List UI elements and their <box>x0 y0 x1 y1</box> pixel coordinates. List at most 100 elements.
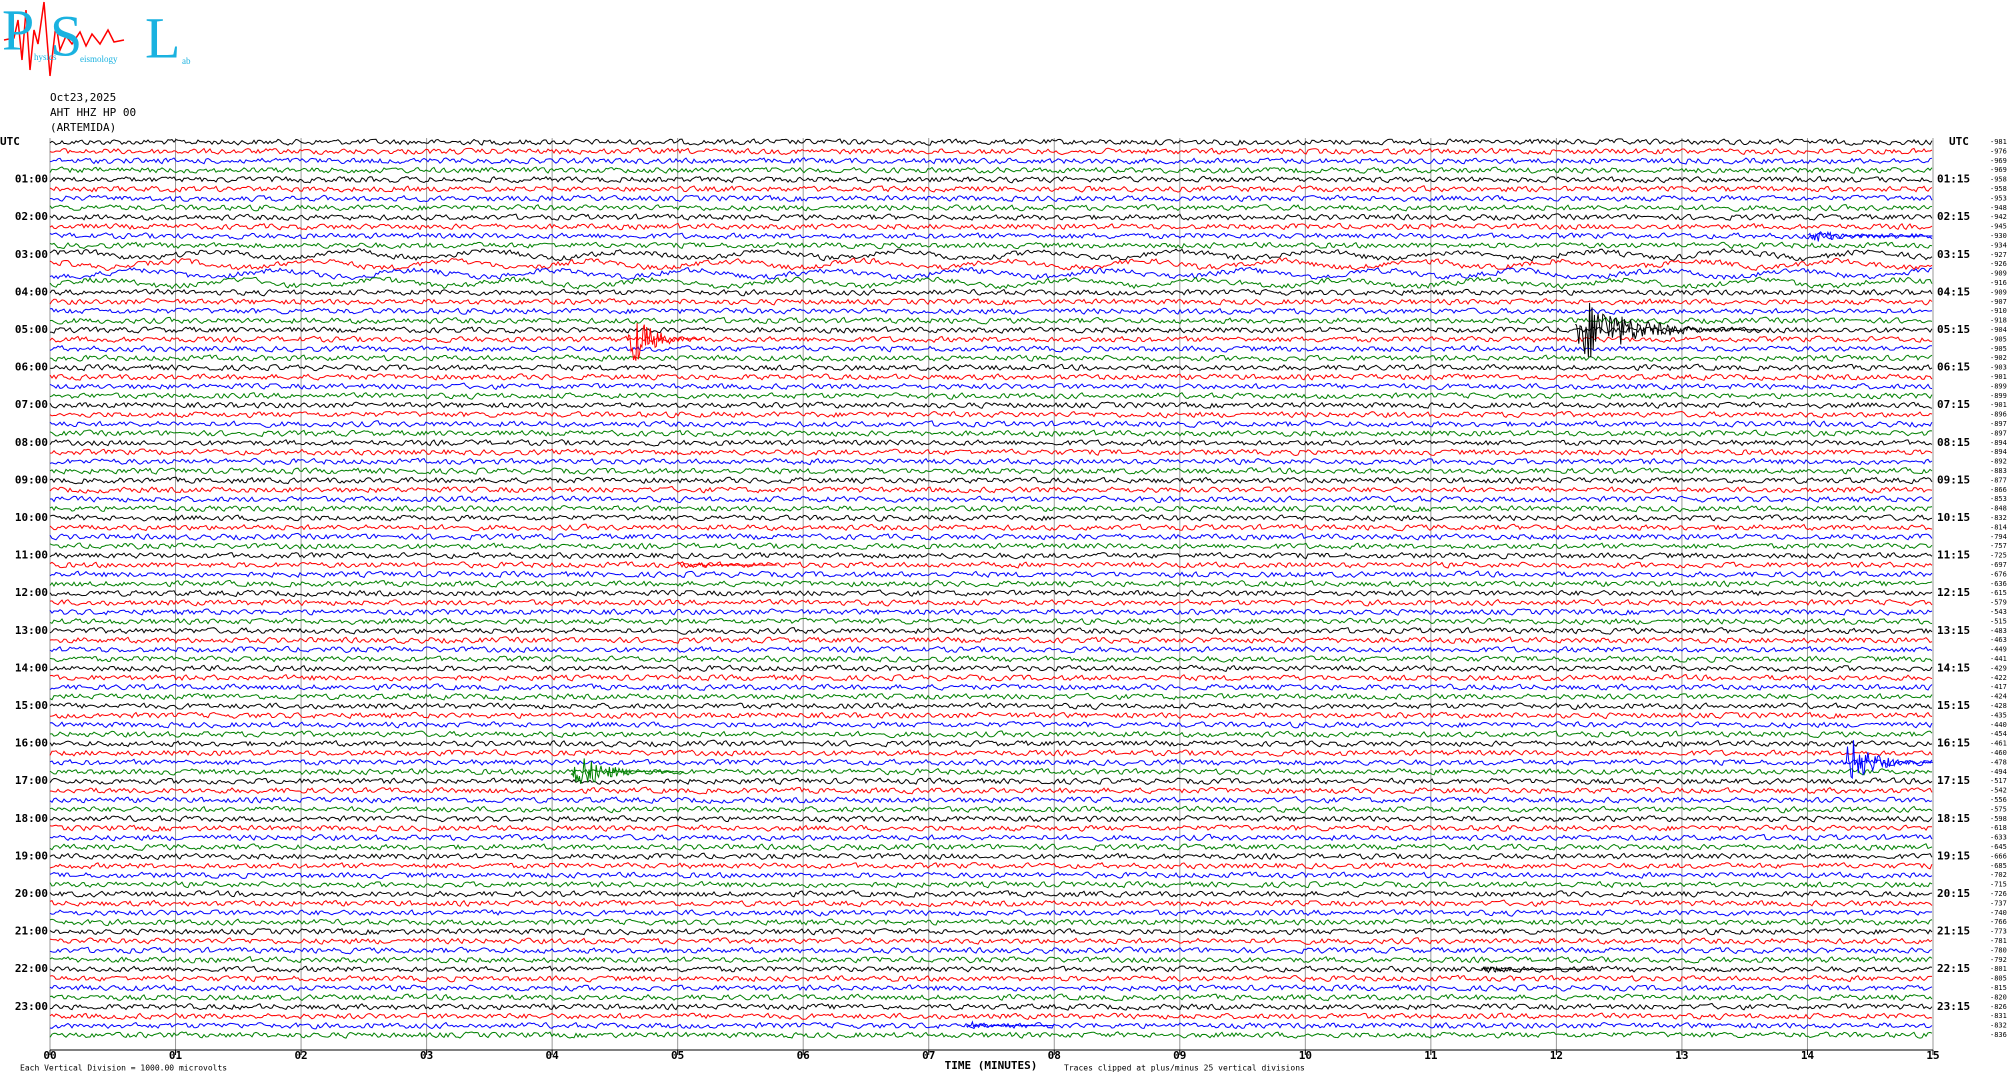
trace-value: -927 <box>1990 251 2007 259</box>
trace-value: -899 <box>1990 392 2007 400</box>
trace-value: -815 <box>1990 984 2007 992</box>
trace-value: -934 <box>1990 241 2007 249</box>
trace <box>49 786 1933 795</box>
left-hour-label: 15:00 <box>15 699 48 712</box>
trace <box>49 1021 1933 1030</box>
trace <box>49 166 1933 174</box>
trace <box>49 796 1933 804</box>
trace <box>49 298 1933 306</box>
trace-value: -773 <box>1990 928 2007 936</box>
left-hour-label: 07:00 <box>15 398 48 411</box>
date: Oct23,2025 <box>50 91 116 104</box>
left-hour-label: 16:00 <box>15 737 48 750</box>
trace <box>49 257 1933 272</box>
trace <box>49 655 1933 663</box>
trace <box>49 213 1933 222</box>
trace-value: -615 <box>1990 589 2007 597</box>
trace <box>49 843 1933 851</box>
trace-value: -896 <box>1990 411 2007 419</box>
x-tick-label: 12 <box>1550 1049 1563 1062</box>
trace-value: -454 <box>1990 730 2007 738</box>
right-hour-label: 06:15 <box>1937 361 1970 374</box>
trace <box>49 561 1933 569</box>
x-tick-label: 00 <box>43 1049 56 1062</box>
trace <box>49 175 1933 184</box>
left-hour-label: 22:00 <box>15 962 48 975</box>
left-axis-title: UTC <box>0 135 20 148</box>
x-tick-label: 14 <box>1801 1049 1815 1062</box>
right-hour-label: 07:15 <box>1937 398 1970 411</box>
logo: P S L hysics eismology ab <box>2 0 191 77</box>
trace-value: -909 <box>1990 288 2007 296</box>
trace <box>49 918 1933 927</box>
trace <box>49 222 1933 231</box>
event <box>677 561 778 569</box>
right-hour-label: 02:15 <box>1937 210 1970 223</box>
right-hour-label: 05:15 <box>1937 323 1970 336</box>
event <box>1575 302 1763 358</box>
trace <box>49 579 1933 588</box>
trace-value: -820 <box>1990 993 2007 1001</box>
trace-value: -781 <box>1990 937 2007 945</box>
left-hour-label: 05:00 <box>15 323 48 336</box>
trace <box>49 276 1933 290</box>
left-hour-label: 18:00 <box>15 812 48 825</box>
trace <box>49 721 1933 729</box>
trace <box>49 439 1933 447</box>
left-hour-label: 14:00 <box>15 661 48 674</box>
left-hour-label: 12:00 <box>15 586 48 599</box>
trace-value: -948 <box>1990 204 2007 212</box>
left-hour-label: 06:00 <box>15 361 48 374</box>
trace-value: -981 <box>1990 138 2007 146</box>
left-hour-label: 09:00 <box>15 473 48 486</box>
trace <box>49 316 1933 325</box>
trace-value: -428 <box>1990 702 2007 710</box>
x-tick-label: 02 <box>294 1049 307 1062</box>
left-hour-label: 10:00 <box>15 511 48 524</box>
trace-value: -953 <box>1990 194 2007 202</box>
trace-value: -780 <box>1990 946 2007 954</box>
trace <box>49 711 1933 720</box>
trace-value: -794 <box>1990 533 2007 541</box>
trace-value: -417 <box>1990 683 2007 691</box>
trace <box>49 683 1933 692</box>
trace-value: -801 <box>1990 965 2007 973</box>
event <box>1807 230 1933 242</box>
trace-value: -740 <box>1990 909 2007 917</box>
trace <box>49 157 1933 165</box>
trace-value: -969 <box>1990 166 2007 174</box>
trace-value: -904 <box>1990 326 2007 334</box>
trace <box>49 833 1933 842</box>
x-tick-label: 01 <box>169 1049 183 1062</box>
right-hour-label: 22:15 <box>1937 962 1970 975</box>
trace <box>49 1002 1933 1011</box>
trace-value: -517 <box>1990 777 2007 785</box>
trace-value: -441 <box>1990 655 2007 663</box>
trace-value: -976 <box>1990 147 2007 155</box>
trace <box>49 448 1933 457</box>
trace <box>49 467 1933 475</box>
logo-word: eismology <box>80 54 118 64</box>
left-hour-label: 08:00 <box>15 436 48 449</box>
trace <box>49 1012 1933 1021</box>
trace <box>49 288 1933 297</box>
left-hour-label: 21:00 <box>15 925 48 938</box>
trace <box>49 777 1933 785</box>
right-hour-label: 13:15 <box>1937 624 1970 637</box>
trace-value: -685 <box>1990 862 2007 870</box>
trace <box>49 420 1933 428</box>
right-hour-label: 17:15 <box>1937 774 1970 787</box>
trace-value: -916 <box>1990 279 2007 287</box>
trace <box>49 692 1933 701</box>
trace <box>49 410 1933 419</box>
grid <box>49 138 1934 1055</box>
trace <box>49 589 1933 598</box>
trace-value: -805 <box>1990 975 2007 983</box>
trace-value: -737 <box>1990 899 2007 907</box>
trace <box>49 232 1933 240</box>
trace <box>49 307 1933 315</box>
trace-value: -901 <box>1990 401 2007 409</box>
trace <box>49 824 1933 832</box>
trace <box>49 636 1933 645</box>
x-tick-label: 07 <box>922 1049 935 1062</box>
